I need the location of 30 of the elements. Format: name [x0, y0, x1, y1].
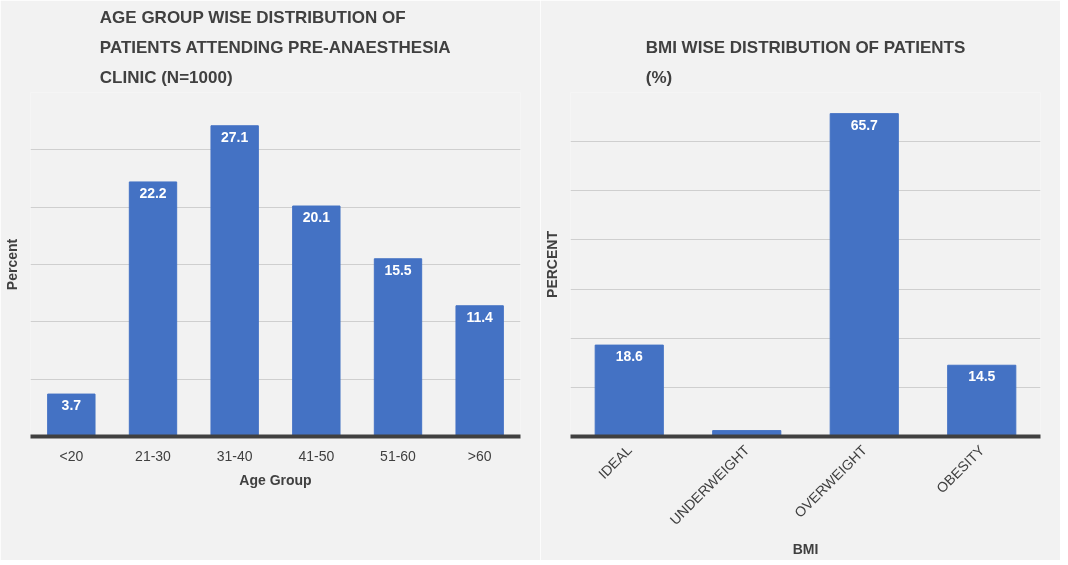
x-tick-label: >60 — [467, 447, 492, 464]
data-label: 20.1 — [302, 209, 331, 226]
y-axis-title: PERCENT — [543, 230, 560, 298]
bar — [47, 393, 96, 437]
data-label: 15.5 — [384, 261, 412, 278]
data-label: 14.5 — [968, 368, 996, 385]
bar — [373, 258, 423, 437]
x-axis-title: Age Group — [239, 471, 312, 488]
bar — [210, 125, 259, 437]
bar — [128, 181, 178, 437]
bar — [594, 344, 664, 437]
data-label: 27.1 — [221, 128, 249, 145]
x-tick-label: 51-60 — [380, 447, 417, 464]
x-tick-label: 31-40 — [216, 447, 253, 464]
x-tick-label: 21-30 — [135, 447, 172, 464]
chart-title: BMI WISE DISTRIBUTION OF PATIENTS (%) — [645, 38, 966, 88]
data-label: 18.6 — [615, 348, 644, 365]
bar — [947, 364, 1017, 437]
bar — [829, 113, 899, 437]
x-axis-title: BMI — [792, 541, 819, 558]
data-label: 11.4 — [466, 308, 494, 325]
data-label: 22.2 — [139, 184, 167, 201]
x-tick-label: <20 — [59, 447, 84, 464]
data-label: 3.7 — [61, 397, 82, 414]
x-tick-label: 41-50 — [298, 447, 335, 464]
chart-title: AGE GROUP WISE DISTRIBUTION OF PATIENTS ATTENDING PRE-ANAESTHESIA CLINIC (N=1000) — [99, 7, 451, 88]
bar — [292, 205, 341, 437]
y-axis-title: Percent — [3, 238, 20, 291]
bar — [455, 305, 504, 437]
data-label: 65.7 — [850, 116, 879, 133]
